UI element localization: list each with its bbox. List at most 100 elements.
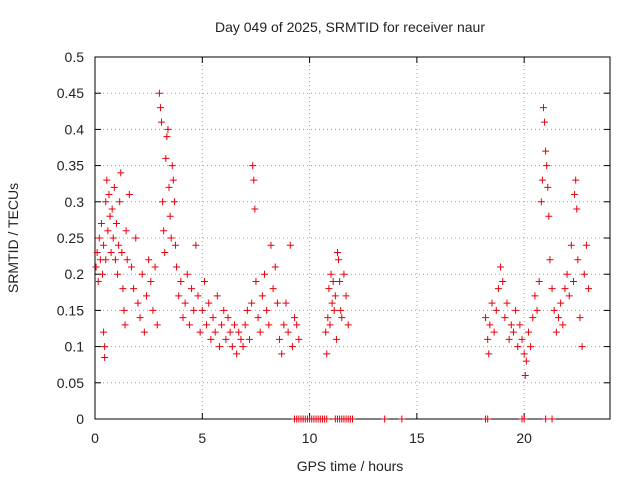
data-point xyxy=(125,191,133,199)
data-point xyxy=(340,270,348,278)
data-point xyxy=(338,314,346,322)
data-point xyxy=(335,256,343,264)
data-point xyxy=(134,299,142,307)
data-point xyxy=(326,321,334,329)
data-point xyxy=(102,198,110,206)
data-point xyxy=(170,198,178,206)
data-point xyxy=(286,241,294,249)
data-point xyxy=(169,176,177,184)
data-point xyxy=(325,285,333,293)
data-point xyxy=(573,205,581,213)
data-point xyxy=(322,328,330,336)
data-point xyxy=(115,241,123,249)
data-point xyxy=(539,104,547,112)
data-point xyxy=(537,198,545,206)
data-point xyxy=(209,314,217,322)
data-point xyxy=(548,415,556,423)
data-point xyxy=(520,350,528,358)
data-point xyxy=(323,350,331,358)
data-point xyxy=(291,314,299,322)
data-point xyxy=(552,328,560,336)
grid xyxy=(95,57,610,419)
data-point xyxy=(505,335,513,343)
data-point xyxy=(567,241,575,249)
data-point xyxy=(254,314,262,322)
data-point xyxy=(485,350,493,358)
data-point xyxy=(282,299,290,307)
data-point xyxy=(102,256,110,264)
data-point xyxy=(507,321,515,329)
data-point xyxy=(228,343,236,351)
data-point xyxy=(101,353,109,361)
x-tick-label: 0 xyxy=(91,430,99,446)
data-point xyxy=(196,328,204,336)
y-tick-label: 0.05 xyxy=(57,375,84,391)
data-point xyxy=(538,176,546,184)
y-tick-label: 0.15 xyxy=(57,302,84,318)
data-point xyxy=(94,277,102,285)
data-point xyxy=(330,306,338,314)
data-point xyxy=(103,176,111,184)
data-point xyxy=(118,248,126,256)
data-point xyxy=(559,321,567,329)
y-tick-label: 0.4 xyxy=(65,121,85,137)
y-tick-label: 0.1 xyxy=(65,339,85,355)
data-point xyxy=(381,415,389,423)
data-point xyxy=(336,277,344,285)
data-point xyxy=(261,270,269,278)
data-point xyxy=(521,372,529,380)
data-point xyxy=(271,263,279,271)
data-point xyxy=(288,343,296,351)
data-point xyxy=(207,335,215,343)
data-point xyxy=(99,270,107,278)
data-point xyxy=(224,314,232,322)
data-point xyxy=(293,321,301,329)
y-tick-label: 0 xyxy=(76,411,84,427)
data-point xyxy=(158,118,166,126)
x-tick-label: 5 xyxy=(198,430,206,446)
data-point xyxy=(514,343,522,351)
data-point xyxy=(542,415,550,423)
data-point xyxy=(156,104,164,112)
data-point xyxy=(482,314,490,322)
data-point xyxy=(563,270,571,278)
data-point xyxy=(494,285,502,293)
data-point xyxy=(249,162,257,170)
data-point xyxy=(248,299,256,307)
data-point xyxy=(503,299,511,307)
data-point xyxy=(548,285,556,293)
data-point xyxy=(524,328,532,336)
data-point xyxy=(101,343,109,351)
data-point xyxy=(243,306,251,314)
data-point xyxy=(529,314,537,322)
data-point xyxy=(544,183,552,191)
data-point xyxy=(337,306,345,314)
y-tick-label: 0.2 xyxy=(65,266,85,282)
data-point xyxy=(100,241,108,249)
data-point xyxy=(183,270,191,278)
data-point xyxy=(546,256,554,264)
data-point xyxy=(522,357,530,365)
data-point xyxy=(490,328,498,336)
data-point xyxy=(151,263,159,271)
data-point xyxy=(518,335,526,343)
y-tick-label: 0.3 xyxy=(65,194,85,210)
data-point xyxy=(190,306,198,314)
data-point xyxy=(166,212,174,220)
data-point xyxy=(541,118,549,126)
data-point xyxy=(106,212,114,220)
data-point xyxy=(213,292,221,300)
chart-title: Day 049 of 2025, SRMTID for receiver nau… xyxy=(215,19,485,35)
data-point xyxy=(130,285,138,293)
x-tick-label: 15 xyxy=(409,430,425,446)
data-point xyxy=(333,248,341,256)
data-point xyxy=(161,248,169,256)
data-point xyxy=(578,343,586,351)
data-point xyxy=(145,256,153,264)
data-point xyxy=(542,147,550,155)
data-point xyxy=(226,328,234,336)
data-point xyxy=(116,198,124,206)
data-point xyxy=(188,285,196,293)
data-point xyxy=(92,263,100,271)
data-point xyxy=(120,306,128,314)
